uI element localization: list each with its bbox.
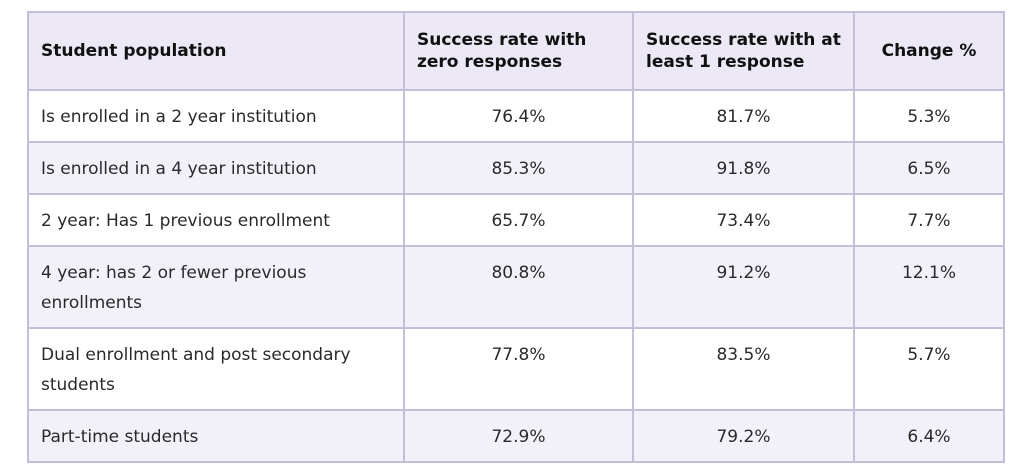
cell-rate-one: 81.7%: [632, 89, 855, 143]
cell-population: 4 year: has 2 or fewer previous enrollme…: [27, 245, 405, 329]
cell-population: Part-time students: [27, 409, 405, 463]
table-row: 2 year: Has 1 previous enrollment 65.7% …: [27, 193, 1005, 247]
cell-rate-zero: 85.3%: [403, 141, 634, 195]
cell-rate-zero: 77.8%: [403, 327, 634, 411]
cell-change: 5.3%: [853, 89, 1005, 143]
cell-rate-zero: 76.4%: [403, 89, 634, 143]
cell-rate-one: 73.4%: [632, 193, 855, 247]
cell-rate-zero: 72.9%: [403, 409, 634, 463]
cell-rate-one: 83.5%: [632, 327, 855, 411]
table-row: Is enrolled in a 2 year institution 76.4…: [27, 89, 1005, 143]
table-row: Part-time students 72.9% 79.2% 6.4%: [27, 409, 1005, 463]
table-row: Dual enrollment and post secondary stude…: [27, 327, 1005, 411]
cell-rate-zero: 65.7%: [403, 193, 634, 247]
header-success-rate-zero: Success rate with zero responses: [403, 11, 634, 91]
cell-change: 5.7%: [853, 327, 1005, 411]
cell-population: Dual enrollment and post secondary stude…: [27, 327, 405, 411]
header-student-population: Student population: [27, 11, 405, 91]
table-row: 4 year: has 2 or fewer previous enrollme…: [27, 245, 1005, 329]
cell-population: 2 year: Has 1 previous enrollment: [27, 193, 405, 247]
cell-population: Is enrolled in a 4 year institution: [27, 141, 405, 195]
success-rate-table-container: Student population Success rate with zer…: [27, 11, 1005, 463]
header-change-percent: Change %: [853, 11, 1005, 91]
cell-change: 6.5%: [853, 141, 1005, 195]
cell-rate-one: 91.2%: [632, 245, 855, 329]
cell-population: Is enrolled in a 2 year institution: [27, 89, 405, 143]
table-header-row: Student population Success rate with zer…: [27, 11, 1005, 91]
cell-rate-zero: 80.8%: [403, 245, 634, 329]
header-success-rate-one: Success rate with at least 1 response: [632, 11, 855, 91]
cell-change: 12.1%: [853, 245, 1005, 329]
table-row: Is enrolled in a 4 year institution 85.3…: [27, 141, 1005, 195]
success-rate-table: Student population Success rate with zer…: [27, 11, 1005, 463]
cell-change: 6.4%: [853, 409, 1005, 463]
cell-rate-one: 79.2%: [632, 409, 855, 463]
cell-rate-one: 91.8%: [632, 141, 855, 195]
cell-change: 7.7%: [853, 193, 1005, 247]
